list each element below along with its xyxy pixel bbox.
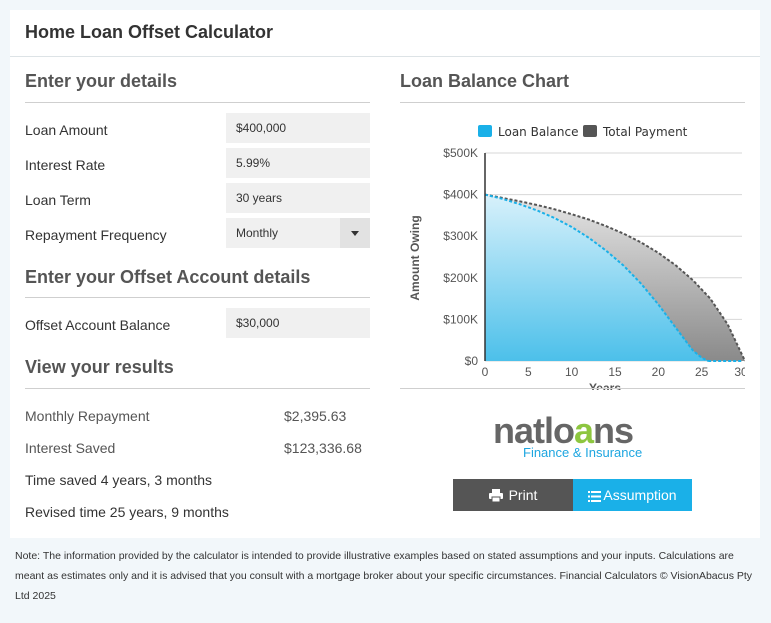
interest-rate-input[interactable]: 5.99% [226,148,370,178]
y-axis-label: Amount Owing [408,215,422,300]
details-divider [25,102,370,103]
x-axis-ticks: 0 5 10 15 20 25 30 [482,365,745,379]
loan-amount-label: Loan Amount [25,122,108,138]
y-tick-label: $500K [443,146,478,160]
x-tick-label: 5 [525,365,532,379]
x-tick-label: 25 [695,365,709,379]
offset-balance-label: Offset Account Balance [25,317,171,333]
x-tick-label: 10 [565,365,579,379]
printer-icon [488,489,503,502]
monthly-repayment-label: Monthly Repayment [25,408,150,424]
time-saved-text: Time saved 4 years, 3 months [25,472,213,488]
loan-amount-input[interactable]: $400,000 [226,113,370,143]
page-title: Home Loan Offset Calculator [25,22,274,42]
legend-swatch [478,125,492,137]
repayment-frequency-value: Monthly [236,226,279,240]
logo-wordmark: natloans [493,410,634,452]
disclaimer-note: Note: The information provided by the ca… [15,550,753,602]
offset-balance-input[interactable]: $30,000 [226,308,370,338]
chart-areas [484,193,745,362]
monthly-repayment-value: $2,395.63 [284,408,347,424]
y-tick-label: $0 [465,354,479,368]
legend-label: Total Payment [602,125,688,139]
x-tick-label: 30 [734,365,745,379]
chevron-down-icon[interactable] [340,218,370,248]
total-payment-line [484,193,745,362]
x-axis-label: Years [589,381,621,390]
print-button[interactable]: Print [453,479,573,511]
chart-legend: Loan Balance Total Payment [478,125,688,139]
interest-saved-label: Interest Saved [25,440,116,456]
chart-heading: Loan Balance Chart [400,71,570,91]
interest-rate-label: Interest Rate [25,157,106,173]
loan-term-input[interactable]: 30 years [226,183,370,213]
loan-balance-chart: Loan Balance Total Payment $0 $100K $200K $3… [408,125,745,390]
loan-term-label: Loan Term [25,192,91,208]
legend-swatch [583,125,597,137]
logo-brand-pre: natlo [493,410,575,451]
chart-bottom-divider [400,388,745,389]
y-tick-label: $300K [443,229,478,243]
list-icon [588,491,602,502]
repayment-frequency-select[interactable]: Monthly [226,218,370,248]
interest-saved-value: $123,336.68 [284,440,362,456]
offset-heading: Enter your Offset Account details [25,267,311,287]
x-tick-label: 20 [652,365,666,379]
calculator-card: Home Loan Offset Calculator Enter your d… [10,10,760,538]
assumption-button[interactable]: Assumption [573,479,692,511]
y-axis-ticks: $0 $100K $200K $300K $400K $500K [443,146,478,368]
assumption-label: Assumption [603,487,677,503]
print-label: Print [508,487,538,503]
x-tick-label: 0 [482,365,489,379]
y-tick-label: $100K [443,312,478,326]
loan-balance-line [484,193,709,362]
details-heading: Enter your details [25,71,178,91]
revised-time-text: Revised time 25 years, 9 months [25,504,229,520]
legend-label: Loan Balance [498,125,578,139]
results-heading: View your results [25,357,174,377]
x-tick-label: 15 [608,365,622,379]
logo-tagline: Finance & Insurance [523,445,643,460]
offset-divider [25,297,370,298]
y-tick-label: $200K [443,271,478,285]
logo-brand-a: a [574,410,594,451]
loan-balance-area [485,194,709,361]
logo-brand-post: ns [593,410,634,451]
chart-divider [400,102,745,103]
results-divider [25,388,370,389]
y-tick-label: $400K [443,188,478,202]
natloans-logo: natloans Finance & Insurance [493,410,663,462]
repayment-frequency-label: Repayment Frequency [25,227,167,243]
title-divider [10,56,760,57]
